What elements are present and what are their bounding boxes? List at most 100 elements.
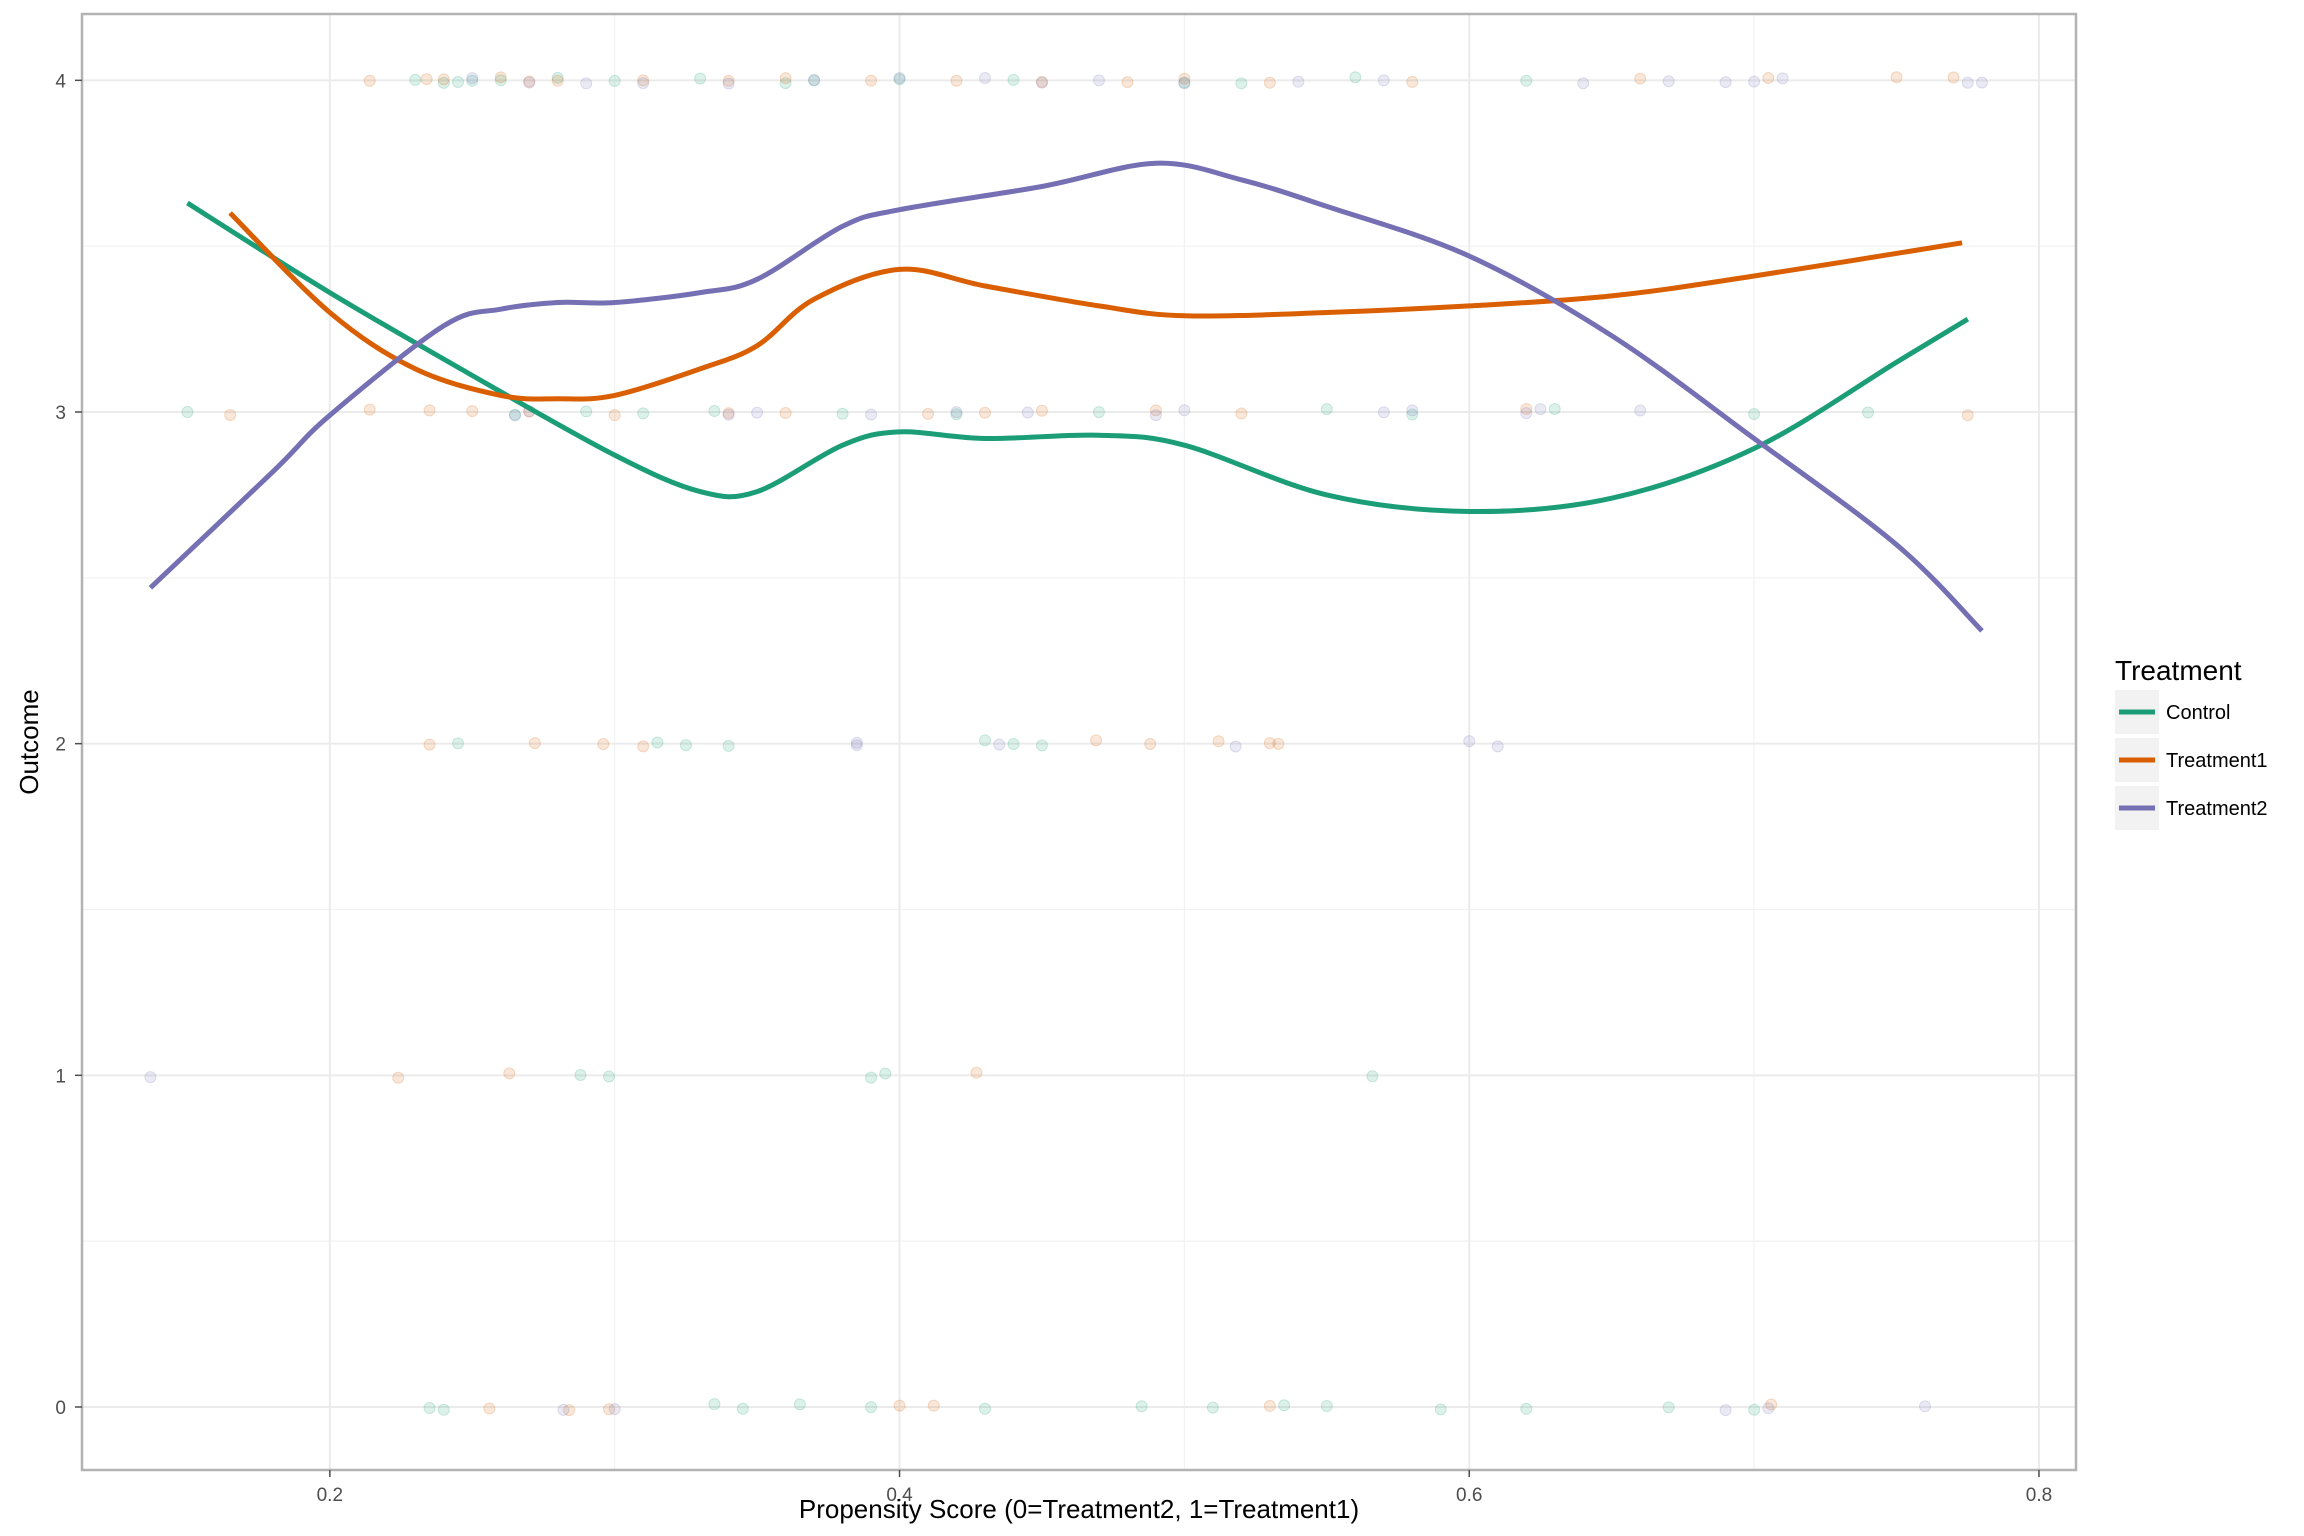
data-point <box>466 74 479 87</box>
data-point <box>1719 76 1732 89</box>
data-point <box>1406 404 1419 417</box>
data-point <box>1719 1404 1732 1417</box>
data-point <box>1292 75 1305 88</box>
data-point <box>181 406 194 419</box>
data-point <box>808 74 821 87</box>
data-point <box>608 1403 621 1416</box>
data-point <box>637 74 650 87</box>
data-point <box>722 74 735 87</box>
data-point <box>637 77 650 90</box>
legend-label: Treatment1 <box>2166 750 2268 772</box>
data-point <box>1577 77 1590 90</box>
data-point <box>1890 71 1903 84</box>
data-point <box>1035 404 1048 417</box>
data-point <box>850 739 863 752</box>
data-point <box>865 408 878 421</box>
data-point <box>708 1398 721 1411</box>
data-point <box>978 406 991 419</box>
data-point <box>580 77 593 90</box>
data-point <box>637 407 650 420</box>
y-axis-title: Outcome <box>14 689 44 795</box>
data-point <box>1377 74 1390 87</box>
data-point <box>1776 72 1789 85</box>
data-point <box>1229 740 1242 753</box>
points-layer <box>144 71 1988 1417</box>
data-point <box>580 405 593 418</box>
data-point <box>363 74 376 87</box>
data-point <box>574 1069 587 1082</box>
data-point <box>651 736 664 749</box>
data-point <box>850 736 863 749</box>
data-point <box>1149 404 1162 417</box>
data-point <box>1406 408 1419 421</box>
data-point <box>452 76 465 89</box>
legend: Treatment Control Treatment1 Treatment2 <box>2115 655 2268 830</box>
data-point <box>950 74 963 87</box>
data-point <box>1178 72 1191 85</box>
data-point <box>793 1398 806 1411</box>
data-point <box>736 1402 749 1415</box>
data-point <box>1765 1398 1778 1411</box>
data-point <box>1263 737 1276 750</box>
data-point <box>466 72 479 85</box>
data-point <box>1178 76 1191 89</box>
data-point <box>1634 404 1647 417</box>
x-axis-title: Propensity Score (0=Treatment2, 1=Treatm… <box>799 1494 1359 1524</box>
data-point <box>950 406 963 419</box>
data-point <box>1748 408 1761 421</box>
legend-title: Treatment <box>2115 655 2242 686</box>
data-point <box>1235 77 1248 90</box>
y-tick-label: 4 <box>55 71 66 92</box>
data-point <box>1092 406 1105 419</box>
data-point <box>637 740 650 753</box>
data-point <box>1919 1400 1932 1413</box>
data-point <box>1263 1399 1276 1412</box>
data-point <box>779 77 792 90</box>
data-point <box>1007 738 1020 751</box>
data-point <box>927 1399 940 1412</box>
data-point <box>409 73 422 86</box>
data-point <box>494 74 507 87</box>
y-tick-label: 1 <box>55 1066 66 1087</box>
data-point <box>679 739 692 752</box>
data-point <box>722 77 735 90</box>
data-point <box>970 1066 983 1079</box>
data-point <box>423 738 436 751</box>
grid-lines <box>82 14 2076 1470</box>
data-point <box>978 1402 991 1415</box>
x-tick-label: 0.6 <box>1456 1485 1482 1506</box>
data-point <box>1035 739 1048 752</box>
data-point <box>1092 74 1105 87</box>
data-point <box>1212 735 1225 748</box>
data-point <box>423 1401 436 1414</box>
legend-label: Treatment2 <box>2166 798 2268 820</box>
data-point <box>978 72 991 85</box>
data-point <box>836 407 849 420</box>
panel-border <box>80 12 2078 1472</box>
y-tick-label: 2 <box>55 735 66 756</box>
y-tick-label: 0 <box>55 1398 66 1419</box>
data-point <box>1121 76 1134 89</box>
data-point <box>597 738 610 751</box>
y-tick-label: 3 <box>55 403 66 424</box>
data-point <box>779 72 792 85</box>
data-point <box>1975 76 1988 89</box>
data-point <box>1272 737 1285 750</box>
data-point <box>1320 1399 1333 1412</box>
data-point <box>602 1070 615 1083</box>
smooth-line-treatment1 <box>228 211 1963 402</box>
smooth-line-treatment2 <box>148 160 1984 633</box>
data-point <box>1007 73 1020 86</box>
data-point <box>437 1403 450 1416</box>
data-point <box>879 1067 892 1080</box>
data-point <box>1377 406 1390 419</box>
data-point <box>452 737 465 750</box>
data-point <box>608 409 621 422</box>
data-point <box>608 74 621 87</box>
data-point <box>1534 403 1547 416</box>
data-point <box>1520 1402 1533 1415</box>
x-tick-label: 0.2 <box>317 1485 343 1506</box>
data-point <box>420 73 433 86</box>
